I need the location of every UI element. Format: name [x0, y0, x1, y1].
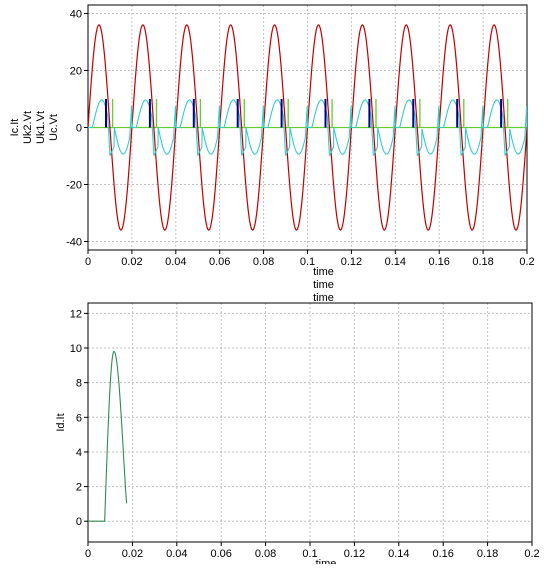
x-tick-label: 0.04 [165, 256, 186, 268]
x-tick-label: 0.1 [300, 256, 315, 268]
y-tick-label: 12 [70, 308, 82, 320]
x-tick-label: 0.12 [344, 548, 365, 560]
x-axis-label: time [313, 292, 334, 304]
y-tick-label: 6 [76, 412, 82, 424]
y-axis-label: Id.It [55, 413, 67, 431]
y-tick-label: -40 [66, 236, 82, 248]
x-tick-label: 0.2 [519, 256, 534, 268]
x-tick-label: 0.12 [341, 256, 362, 268]
x-tick-label: 0.06 [209, 256, 230, 268]
y-axis-label: Uk2.Vt [22, 111, 34, 144]
x-axis-label: time [313, 266, 334, 278]
x-tick-label: 0.18 [477, 548, 498, 560]
series-ic-line [88, 99, 527, 156]
series-group [88, 350, 128, 522]
y-tick-label: 10 [70, 343, 82, 355]
y-axis-label: Uc.Vt [48, 114, 60, 141]
x-axis-label: time [316, 558, 337, 564]
x-tick-label: 0 [85, 548, 91, 560]
y-tick-label: 20 [70, 66, 82, 78]
x-tick-label: 0.16 [432, 548, 453, 560]
y-tick-label: 0 [76, 516, 82, 528]
x-tick-label: 0.14 [385, 256, 406, 268]
x-tick-label: 0.1 [302, 548, 317, 560]
y-tick-label: 8 [76, 378, 82, 390]
y-tick-label: 0 [76, 123, 82, 135]
x-axis-label: time [313, 279, 334, 291]
x-tick-label: 0.02 [122, 548, 143, 560]
y-axis-label: Uk1.Vt [35, 111, 47, 144]
series-id-line [88, 350, 128, 522]
y-tick-label: 2 [76, 482, 82, 494]
x-tick-label: 0.08 [253, 256, 274, 268]
x-tick-label: 0.06 [210, 548, 231, 560]
x-tick-label: 0.16 [428, 256, 449, 268]
series-group [88, 24, 527, 231]
x-tick-label: 0.02 [121, 256, 142, 268]
x-tick-label: 0.2 [524, 548, 539, 560]
x-tick-label: 0.14 [388, 548, 409, 560]
y-axis-label: Ic.It [9, 119, 21, 137]
x-tick-label: 0.08 [255, 548, 276, 560]
x-tick-label: 0 [85, 256, 91, 268]
x-tick-label: 0.18 [472, 256, 493, 268]
plot-area [88, 303, 532, 542]
plot-panel-1 [84, 4, 528, 254]
x-tick-label: 0.04 [166, 548, 187, 560]
plot-panel-2 [84, 302, 533, 546]
y-tick-label: -20 [66, 179, 82, 191]
y-tick-label: 4 [76, 447, 82, 459]
y-tick-label: 40 [70, 9, 82, 21]
